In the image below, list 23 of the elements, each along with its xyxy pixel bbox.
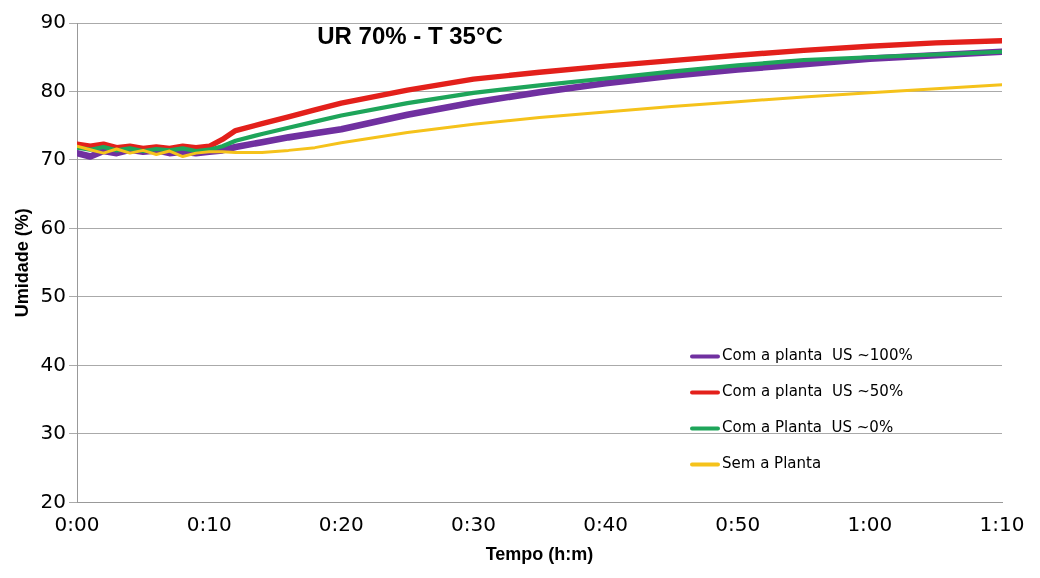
x-tick-label: 1:10 — [979, 511, 1025, 536]
x-tick-label: 0:40 — [583, 511, 629, 536]
y-tick-label: 60 — [40, 214, 67, 239]
x-tick-label: 1:00 — [847, 511, 893, 536]
x-tick-label: 0:50 — [715, 511, 761, 536]
y-tick-label: 40 — [40, 351, 67, 376]
legend-label: Sem a Planta — [722, 454, 822, 473]
y-tick-label: 30 — [40, 420, 67, 445]
legend-label: Com a planta US ~50% — [722, 382, 904, 401]
chart-title: UR 70% - T 35°C — [317, 21, 503, 49]
y-tick-label: 50 — [40, 283, 67, 308]
x-tick-label: 0:00 — [54, 511, 100, 536]
legend-label: Com a planta US ~100% — [722, 346, 913, 365]
y-tick-label: 80 — [40, 77, 67, 102]
x-tick-label: 0:30 — [450, 511, 496, 536]
legend-label: Com a Planta US ~0% — [722, 418, 894, 437]
x-axis-title: Tempo (h:m) — [485, 544, 594, 565]
y-tick-label: 20 — [40, 488, 67, 513]
y-tick-label: 70 — [40, 146, 67, 171]
x-tick-label: 0:20 — [318, 511, 364, 536]
y-axis-title: Umidade (%) — [11, 208, 32, 318]
y-tick-label: 90 — [40, 9, 67, 34]
x-tick-label: 0:10 — [186, 511, 232, 536]
